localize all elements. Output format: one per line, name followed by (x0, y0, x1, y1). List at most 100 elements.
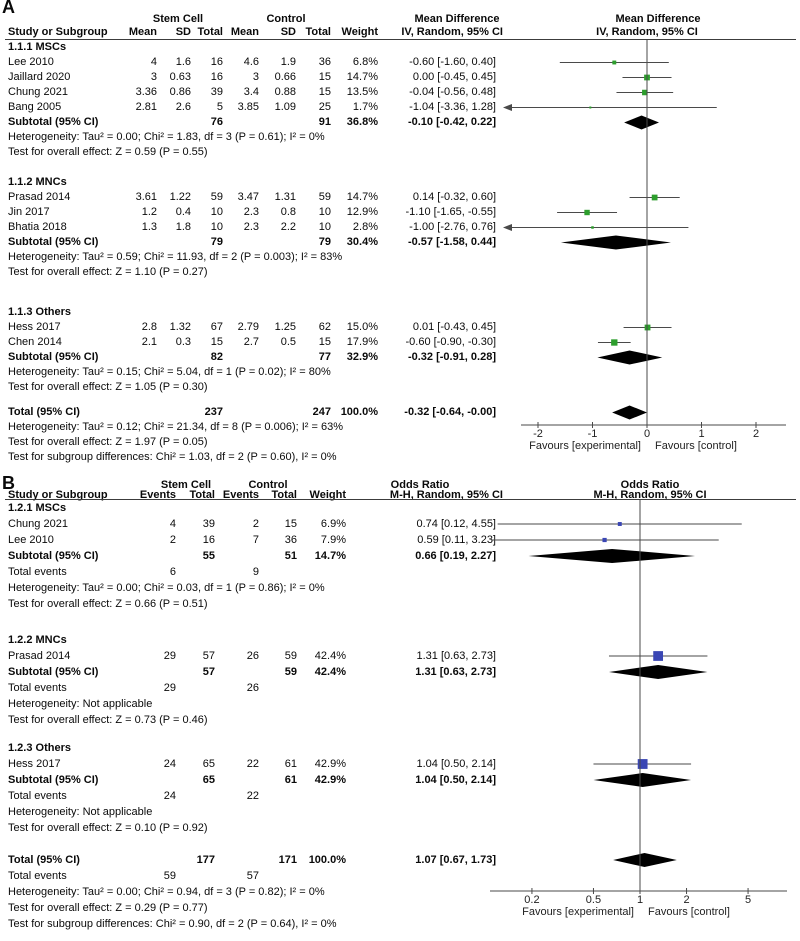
header-divider (5, 39, 796, 40)
cell-value: 59 (284, 666, 297, 678)
stat-note-row: Heterogeneity: Tau² = 0.15; Chi² = 5.04,… (0, 365, 800, 380)
cell-value: 0.88 (274, 86, 296, 98)
cell-value: 4 (150, 56, 157, 68)
events-value: 57 (246, 870, 259, 882)
cell-value: 59 (210, 191, 223, 203)
stat-note: Heterogeneity: Tau² = 0.59; Chi² = 11.93… (8, 251, 343, 263)
cell-weight: 36.8% (346, 116, 378, 128)
pooled-effect-row: Subtotal (95% CI) 82 77 32.9% -0.32 [-0.91, … (0, 350, 800, 365)
cell-value: 2.1 (141, 336, 157, 348)
panel-b-label: B (2, 473, 15, 493)
cell-weight: 17.9% (346, 336, 378, 348)
cell-ci: 1.31 [0.63, 2.73] (415, 666, 496, 678)
cell-value: 3.4 (243, 86, 259, 98)
study-row: Hess 2017 2.8 1.32 67 2.79 1.25 62 15.0% 0.01 [-… (0, 320, 800, 335)
row-label: Total events (8, 870, 67, 882)
effect-header-left: Mean Difference (414, 13, 500, 25)
cell-value: 2.3 (243, 221, 259, 233)
cell-ci: -1.04 [-3.36, 1.28] (409, 101, 496, 113)
cell-value: 3.85 (237, 101, 259, 113)
cell-weight: 7.9% (320, 534, 346, 546)
column-header: SD (175, 26, 191, 38)
row-label: Subtotal (95% CI) (8, 236, 99, 248)
stat-note-row: Test for overall effect: Z = 1.10 (P = 0… (0, 265, 800, 280)
stat-note-row: Test for overall effect: Z = 0.10 (P = 0… (0, 820, 800, 836)
stat-note-row: Test for overall effect: Z = 0.59 (P = 0… (0, 145, 800, 160)
stat-note: Heterogeneity: Tau² = 0.00; Chi² = 1.83,… (8, 131, 325, 143)
cell-value: 91 (318, 116, 331, 128)
row-label: Total events (8, 790, 67, 802)
cell-weight: 32.9% (346, 351, 378, 363)
panel-a-column-header: IV, Random, 95% CI IV, Random, 95% CI St… (0, 25, 800, 39)
panel-a-top-header: Stem Cell Control Mean Difference Mean D… (0, 12, 800, 26)
cell-weight: 6.9% (320, 518, 346, 530)
subgroup-header-row: 1.1.2 MNCs (0, 175, 800, 190)
cell-ci: -0.32 [-0.64, -0.00] (404, 406, 496, 418)
cell-value: 29 (163, 650, 176, 662)
cell-value: 36 (284, 534, 297, 546)
cell-value: 2.79 (237, 321, 259, 333)
cell-value: 0.8 (280, 206, 296, 218)
cell-value: 25 (318, 101, 331, 113)
stat-note-row: Heterogeneity: Tau² = 0.59; Chi² = 11.93… (0, 250, 800, 265)
stat-note-row: Heterogeneity: Tau² = 0.00; Chi² = 0.03,… (0, 580, 800, 596)
cell-value: 79 (210, 236, 223, 248)
stat-note: Test for overall effect: Z = 0.29 (P = 0… (8, 902, 208, 914)
cell-value: 2.6 (175, 101, 191, 113)
column-header: Mean (230, 26, 259, 38)
cell-value: 237 (204, 406, 223, 418)
stat-note: Test for overall effect: Z = 0.66 (P = 0… (8, 598, 208, 610)
events-value: 6 (169, 566, 176, 578)
cell-weight: 15.0% (346, 321, 378, 333)
pooled-effect-row: Subtotal (95% CI) 55 51 14.7% 0.66 [0.19, 2.… (0, 548, 800, 564)
cell-ci: 0.66 [0.19, 2.27] (415, 550, 496, 562)
cell-value: 1.6 (175, 56, 191, 68)
column-header: Total (271, 489, 297, 501)
cell-value: 2.7 (243, 336, 259, 348)
cell-value: 16 (202, 534, 215, 546)
stat-note: Test for overall effect: Z = 0.73 (P = 0… (8, 714, 208, 726)
cell-weight: 12.9% (346, 206, 378, 218)
stat-note-row: Heterogeneity: Tau² = 0.12; Chi² = 21.34… (0, 420, 800, 435)
cell-value: 65 (202, 774, 215, 786)
total-events-row: Total events 24 22 (0, 788, 800, 804)
stat-note-row: Test for overall effect: Z = 1.97 (P = 0… (0, 435, 800, 450)
stat-note: Heterogeneity: Not applicable (8, 806, 153, 818)
row-label: 1.2.1 MSCs (8, 502, 67, 514)
cell-value: 16 (210, 56, 223, 68)
subgroup-header-row: 1.1.1 MSCs (0, 40, 800, 55)
cell-value: 177 (196, 854, 215, 866)
study-label: Chung 2021 (8, 518, 68, 530)
cell-weight: 14.7% (314, 550, 346, 562)
subgroup-header-row: 1.2.2 MNCs (0, 632, 800, 648)
subgroup-header-row: 1.2.3 Others (0, 740, 800, 756)
cell-weight: 14.7% (346, 191, 378, 203)
cell-ci: 1.04 [0.50, 2.14] (415, 774, 496, 786)
cell-value: 55 (202, 550, 215, 562)
column-header-weight: Weight (341, 26, 378, 38)
cell-weight: 14.7% (346, 71, 378, 83)
study-label: Bhatia 2018 (8, 221, 67, 233)
cell-ci: 0.59 [0.11, 3.23] (417, 534, 496, 546)
column-header-study: Study or Subgroup (8, 26, 108, 38)
row-label: Total events (8, 682, 67, 694)
column-header: Total (189, 489, 215, 501)
study-label: Lee 2010 (8, 56, 54, 68)
total-events-row: Total events 6 9 (0, 564, 800, 580)
cell-ci: -1.00 [-2.76, 0.76] (409, 221, 496, 233)
cell-value: 1.22 (169, 191, 191, 203)
cell-value: 2 (252, 518, 259, 530)
cell-value: 82 (210, 351, 223, 363)
cell-value: 1.09 (274, 101, 296, 113)
cell-value: 67 (210, 321, 223, 333)
cell-value: 61 (284, 758, 297, 770)
cell-value: 15 (210, 336, 223, 348)
row-label: 1.2.2 MNCs (8, 634, 67, 646)
stat-note: Test for overall effect: Z = 0.10 (P = 0… (8, 822, 208, 834)
cell-value: 1.31 (274, 191, 296, 203)
header-divider (5, 499, 796, 500)
pooled-effect-row: Total (95% CI) 177 171 100.0% 1.07 [0.67, 1.… (0, 852, 800, 868)
method-header-right: IV, Random, 95% CI (596, 26, 698, 38)
cell-weight: 42.9% (314, 774, 346, 786)
